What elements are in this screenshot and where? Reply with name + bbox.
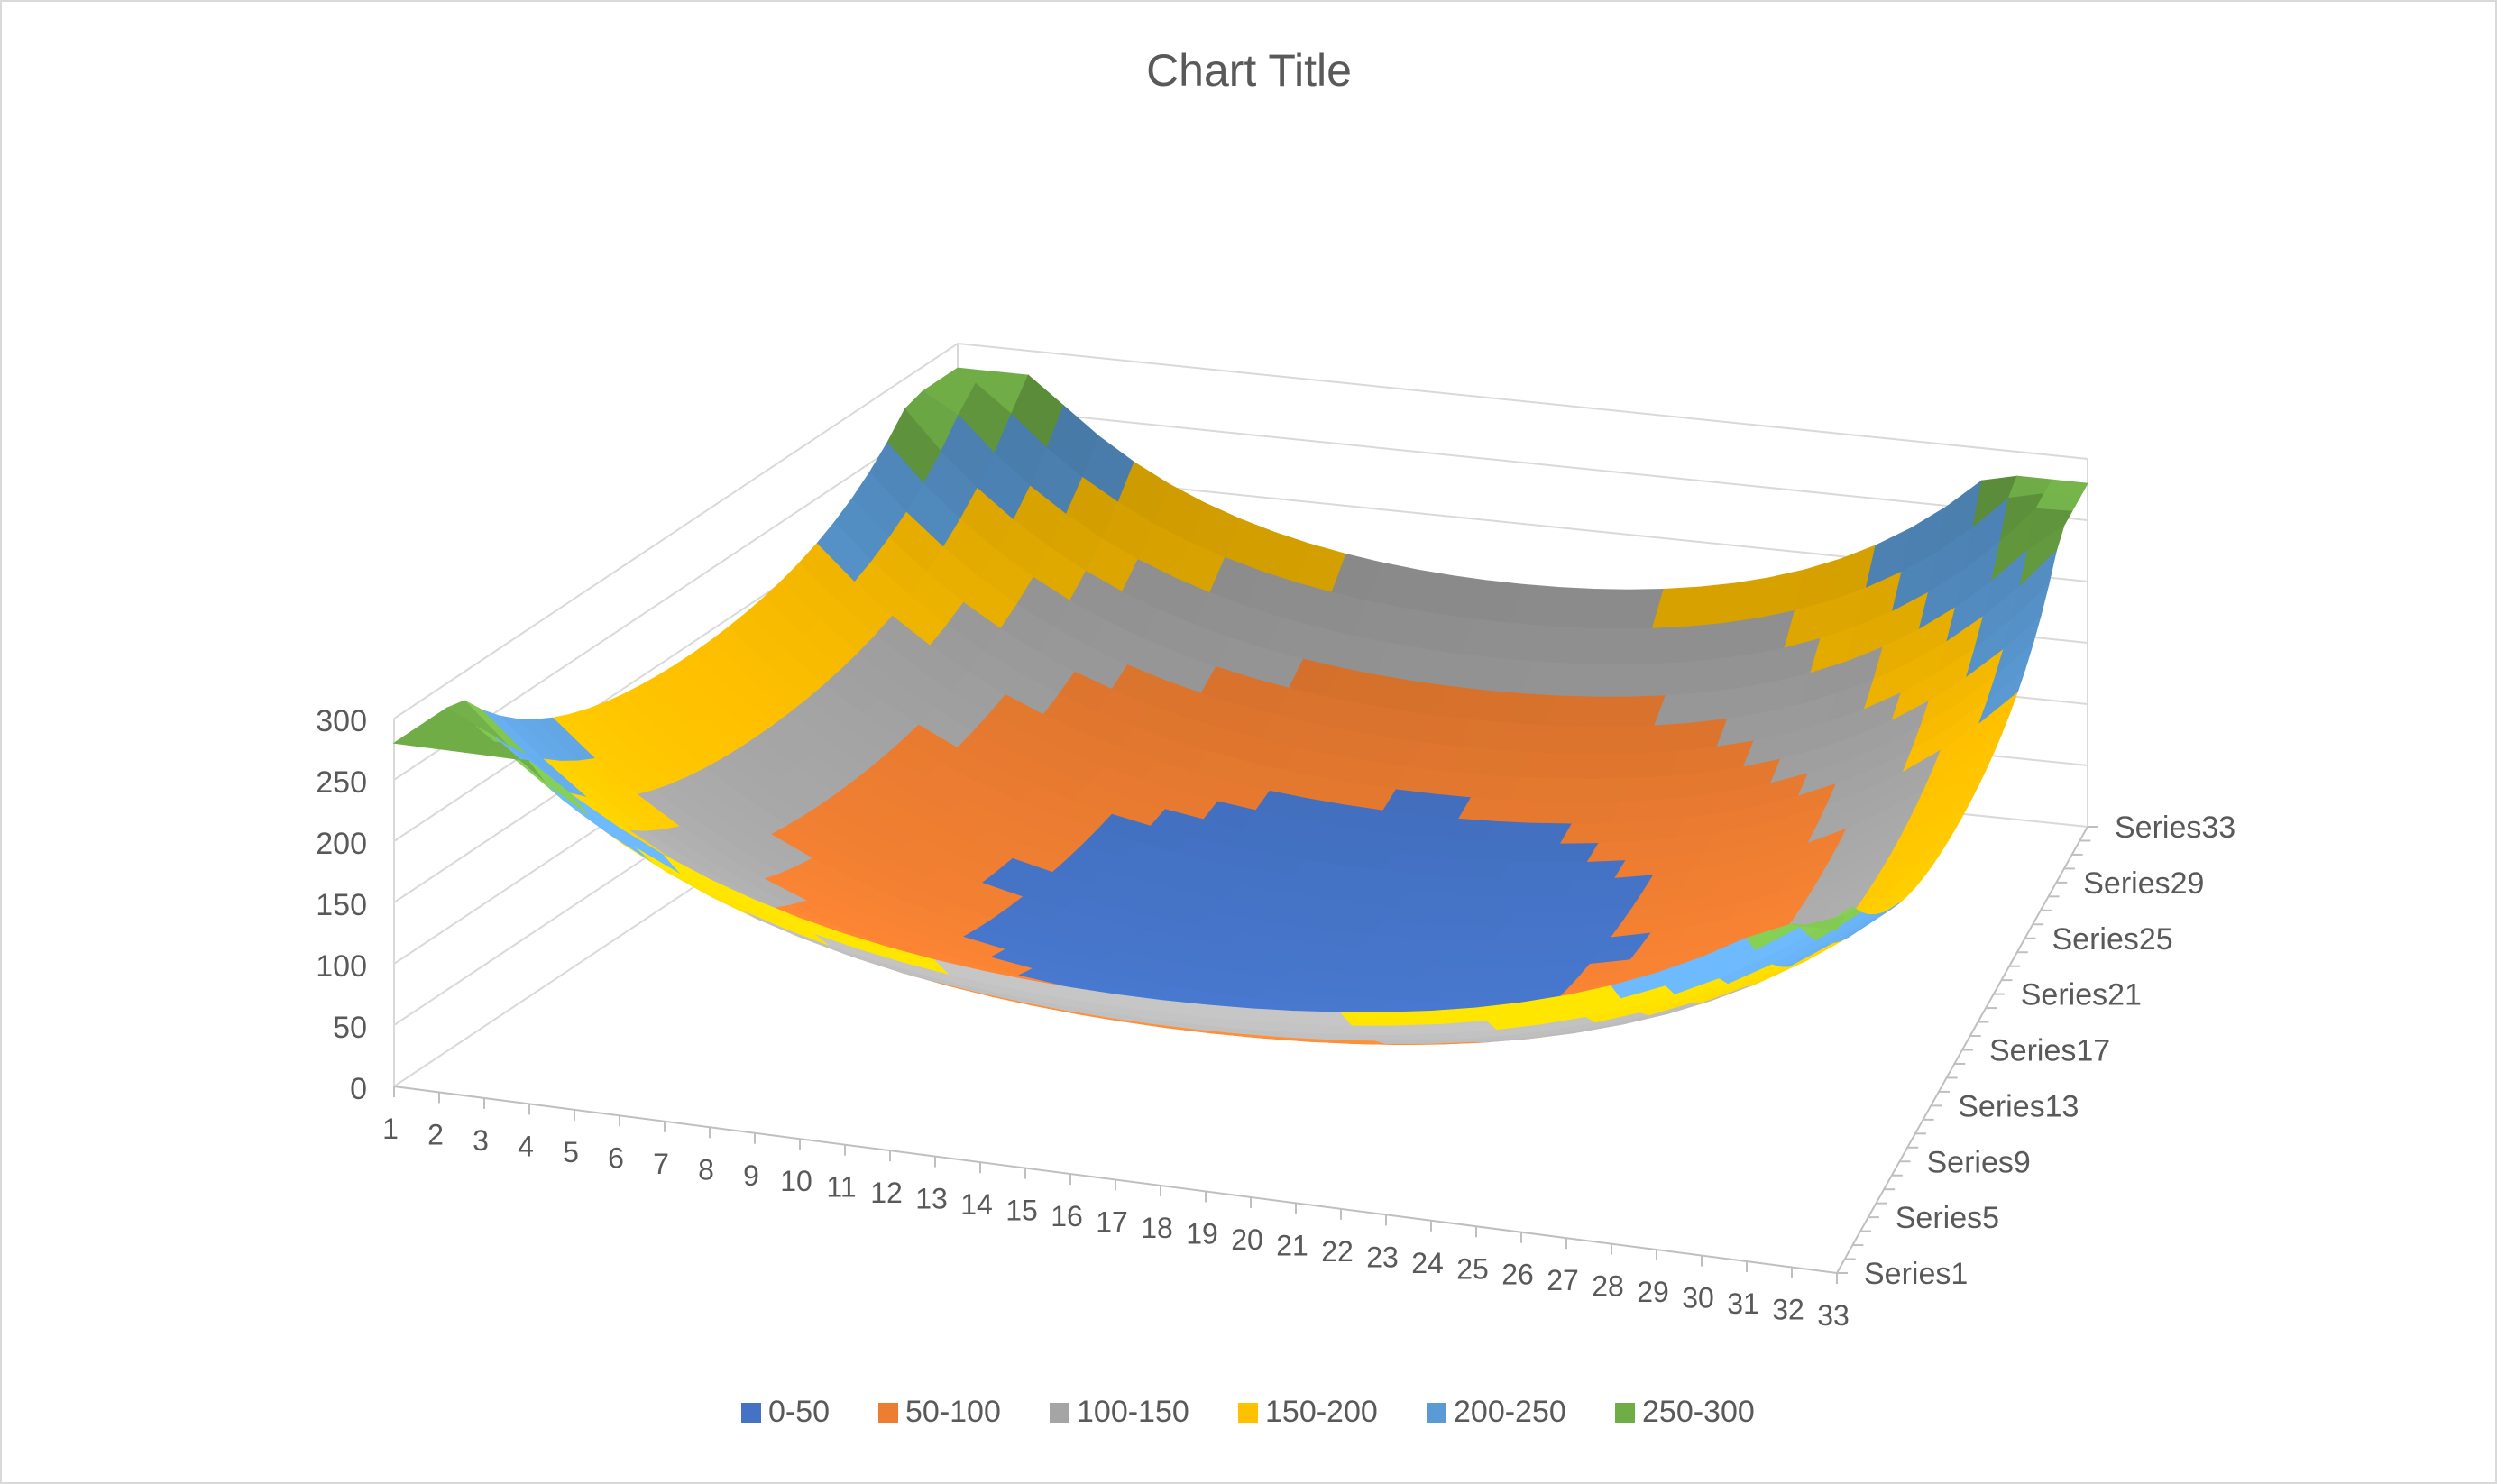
x-tick-label: 5: [563, 1136, 579, 1168]
series-label: Series25: [2052, 922, 2173, 957]
series-label: Series33: [2115, 811, 2235, 845]
x-tick-label: 12: [870, 1177, 903, 1209]
series-label: Series5: [1896, 1201, 1999, 1235]
z-tick-label: 150: [316, 888, 367, 922]
x-tick-label: 29: [1637, 1276, 1669, 1308]
x-tick-label: 32: [1772, 1294, 1804, 1326]
x-tick-label: 14: [960, 1188, 993, 1221]
x-tick-label: 28: [1592, 1270, 1624, 1303]
series-label: Series1: [1864, 1257, 1968, 1291]
x-tick-label: 9: [743, 1159, 759, 1192]
x-tick-label: 27: [1547, 1264, 1579, 1296]
legend-swatch: [741, 1403, 761, 1423]
x-tick-label: 33: [1817, 1299, 1850, 1332]
x-tick-label: 20: [1231, 1223, 1263, 1256]
x-tick-label: 15: [1005, 1195, 1038, 1227]
x-tick-label: 30: [1682, 1282, 1714, 1315]
x-tick-label: 1: [382, 1113, 399, 1145]
series-label: Series13: [1958, 1089, 2079, 1123]
x-tick-label: 11: [826, 1171, 856, 1204]
x-tick-label: 21: [1276, 1229, 1308, 1261]
x-tick-label: 4: [518, 1130, 534, 1162]
x-tick-label: 8: [698, 1153, 714, 1186]
legend-swatch: [1427, 1403, 1446, 1423]
legend-swatch: [878, 1403, 898, 1423]
x-axis: 1 2 3 4 5 6 7 8 9 10 11 12 13 14 15 16 17 18 19 20 21 22 23 24 2…: [382, 1086, 1850, 1332]
x-tick-label: 18: [1141, 1212, 1173, 1244]
z-tick-label: 50: [333, 1011, 367, 1045]
series-label: Series29: [2083, 866, 2204, 901]
x-tick-label: 3: [473, 1124, 489, 1157]
legend-label: 0-50: [768, 1395, 830, 1429]
surface-cell: [2036, 494, 2080, 512]
z-tick-label: 200: [316, 827, 367, 861]
surface-plot: [394, 368, 2088, 1044]
legend-label: 250-300: [1642, 1395, 1755, 1429]
z-tick-label: 100: [316, 949, 367, 984]
z-tick-label: 250: [316, 765, 367, 800]
legend-swatch: [1050, 1403, 1069, 1423]
z-axis: 0 50 100 150 200 250 300: [316, 704, 367, 1106]
z-tick-label: 0: [350, 1072, 367, 1106]
legend-swatch: [1615, 1403, 1635, 1423]
x-tick-label: 6: [608, 1141, 624, 1174]
z-tick-label: 300: [316, 704, 367, 738]
x-tick-label: 7: [653, 1148, 669, 1180]
x-tick-label: 13: [915, 1183, 948, 1215]
x-tick-label: 2: [427, 1118, 444, 1150]
x-tick-label: 31: [1727, 1287, 1759, 1320]
legend-label: 50-100: [905, 1395, 1001, 1429]
chart-title: Chart Title: [1146, 45, 1352, 96]
series-label: Series17: [1989, 1034, 2110, 1068]
legend-label: 100-150: [1077, 1395, 1189, 1429]
x-tick-label: 16: [1051, 1200, 1083, 1232]
x-tick-label: 17: [1096, 1206, 1128, 1239]
legend: 0-50 50-100 100-150 150-200 200-250 250-300: [741, 1395, 1755, 1429]
legend-swatch: [1238, 1403, 1258, 1423]
legend-label: 200-250: [1454, 1395, 1566, 1429]
series-label: Series9: [1927, 1145, 2031, 1179]
x-tick-label: 23: [1366, 1241, 1399, 1273]
x-tick-label: 25: [1456, 1252, 1489, 1285]
x-tick-label: 26: [1501, 1259, 1534, 1291]
x-tick-label: 19: [1186, 1217, 1218, 1250]
legend-label: 150-200: [1265, 1395, 1378, 1429]
x-tick-label: 24: [1411, 1247, 1444, 1279]
x-tick-label: 10: [780, 1165, 812, 1197]
x-tick-label: 22: [1321, 1235, 1354, 1268]
series-label: Series21: [2021, 978, 2142, 1012]
